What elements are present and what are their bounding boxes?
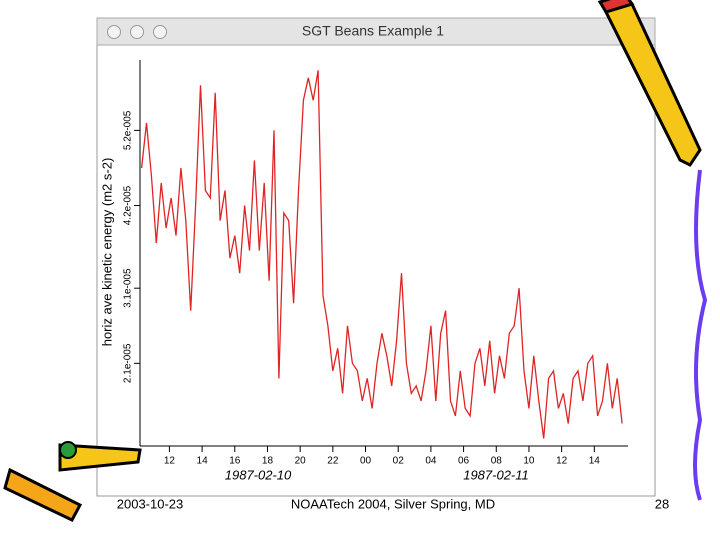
x-tick-label: 12	[164, 456, 176, 467]
x-tick-label: 08	[491, 456, 503, 467]
x-tick-label: 00	[360, 456, 372, 467]
minimize-button[interactable]	[130, 25, 144, 39]
x-tick-label: 06	[458, 456, 470, 467]
y-tick-label: 4.2e-005	[123, 185, 134, 225]
y-tick-label: 2.1e-005	[123, 343, 134, 383]
x-tick-label: 14	[589, 456, 601, 467]
x-tick-label: 02	[393, 456, 405, 467]
window-title: SGT Beans Example 1	[302, 23, 444, 39]
date-label: 1987-02-11	[463, 467, 529, 482]
pencil-decoration	[3, 441, 142, 522]
window	[96, 17, 656, 497]
x-tick-label: 20	[295, 456, 307, 467]
data-line	[140, 70, 623, 439]
zoom-button[interactable]	[153, 25, 167, 39]
x-tick-label: 16	[229, 456, 241, 467]
x-tick-label: 22	[327, 456, 339, 467]
footer-event: NOAATech 2004, Silver Spring, MD	[291, 496, 495, 511]
x-tick-label: 04	[425, 456, 437, 467]
footer-date: 2003-10-23	[117, 496, 184, 511]
close-button[interactable]	[107, 25, 121, 39]
y-axis-label: horiz ave kinetic energy (m2 s-2)	[99, 158, 114, 347]
y-tick-label: 5.2e-005	[123, 110, 134, 150]
page-number: 28	[655, 496, 669, 511]
x-tick-label: 12	[556, 456, 568, 467]
title-bar	[96, 17, 656, 46]
x-tick-label: 10	[523, 456, 535, 467]
y-tick-label: 3.1e-005	[123, 268, 134, 308]
x-tick-label: 18	[262, 456, 274, 467]
pencil-decoration	[597, 0, 708, 501]
x-tick-label: 14	[197, 456, 209, 467]
date-label: 1987-02-10	[225, 467, 292, 482]
